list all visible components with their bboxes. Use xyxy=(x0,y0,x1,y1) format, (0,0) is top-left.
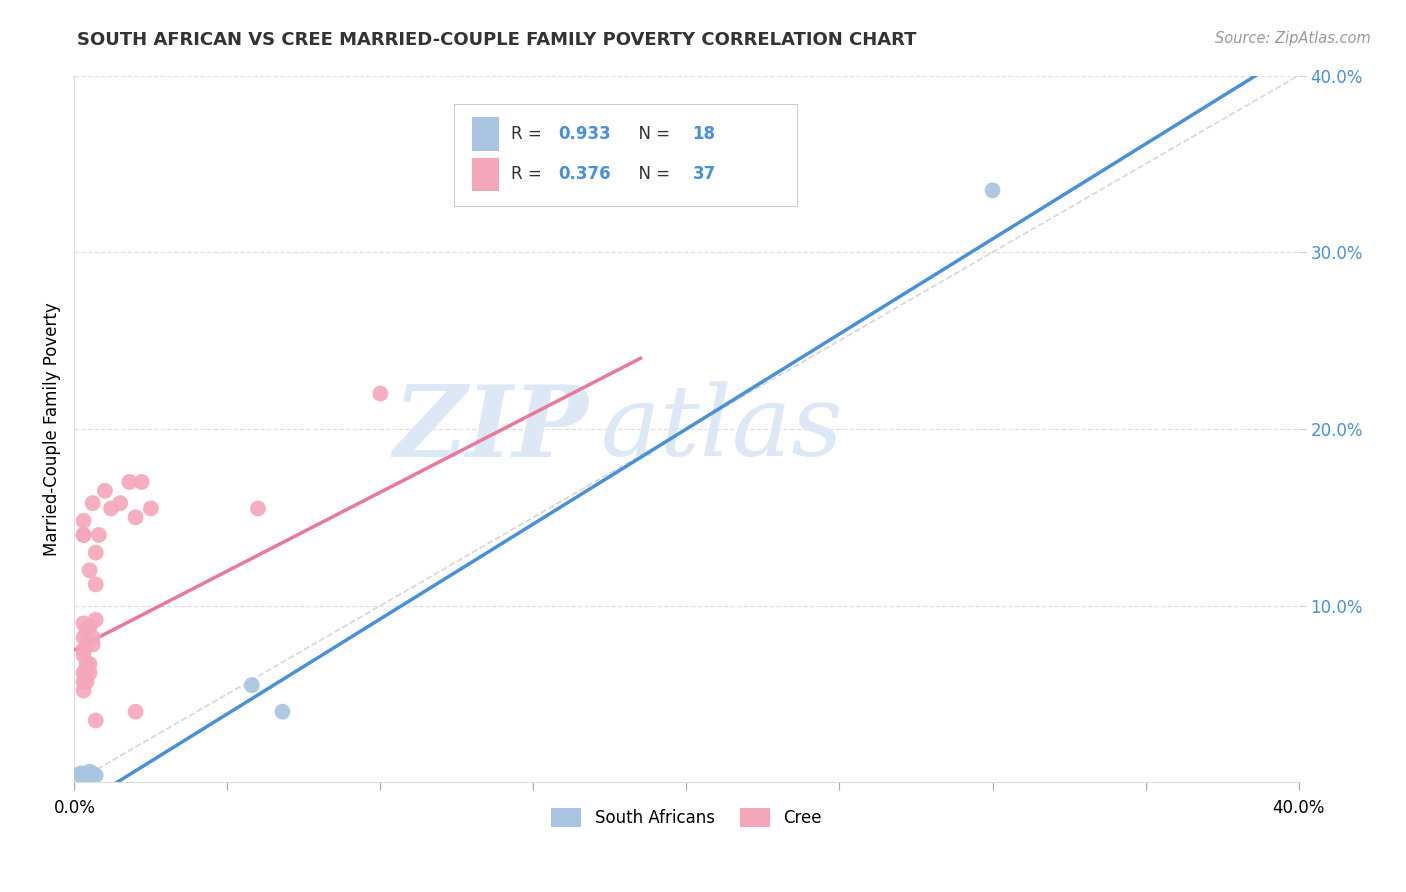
Text: 0.933: 0.933 xyxy=(558,125,610,144)
Point xyxy=(79,770,101,784)
Point xyxy=(370,386,392,401)
Point xyxy=(110,496,132,510)
Point xyxy=(76,638,98,652)
Point xyxy=(69,766,91,780)
Point xyxy=(87,528,110,542)
Point xyxy=(246,501,269,516)
Point xyxy=(79,768,101,782)
Point xyxy=(84,768,107,782)
Point xyxy=(72,642,94,657)
Point xyxy=(72,772,94,786)
Point xyxy=(240,678,263,692)
Point xyxy=(76,674,98,689)
Point xyxy=(72,528,94,542)
Point xyxy=(84,546,107,560)
Point xyxy=(72,631,94,645)
Point xyxy=(72,772,94,786)
Point xyxy=(79,764,101,779)
FancyBboxPatch shape xyxy=(454,103,797,206)
Text: ZIP: ZIP xyxy=(394,381,589,477)
Point xyxy=(72,773,94,788)
Point xyxy=(72,770,94,784)
Point xyxy=(82,496,104,510)
Point xyxy=(72,665,94,680)
Point xyxy=(72,766,94,780)
Point xyxy=(72,514,94,528)
Point xyxy=(76,768,98,782)
Point xyxy=(72,683,94,698)
Point xyxy=(84,714,107,728)
Point xyxy=(79,657,101,671)
Point xyxy=(79,770,101,784)
Point xyxy=(118,475,141,489)
Point xyxy=(100,501,122,516)
Point xyxy=(76,657,98,671)
Text: 0.376: 0.376 xyxy=(558,166,610,184)
FancyBboxPatch shape xyxy=(472,117,499,151)
Point xyxy=(94,483,117,498)
Text: R =: R = xyxy=(512,166,547,184)
Point xyxy=(981,183,1004,197)
Text: atlas: atlas xyxy=(600,381,844,476)
Point xyxy=(84,613,107,627)
Text: SOUTH AFRICAN VS CREE MARRIED-COUPLE FAMILY POVERTY CORRELATION CHART: SOUTH AFRICAN VS CREE MARRIED-COUPLE FAM… xyxy=(77,31,917,49)
Point xyxy=(139,501,162,516)
Point xyxy=(76,770,98,784)
Point xyxy=(76,770,98,784)
Point xyxy=(131,475,153,489)
Text: 18: 18 xyxy=(693,125,716,144)
Point xyxy=(79,620,101,634)
Point xyxy=(124,705,146,719)
Point xyxy=(79,665,101,680)
FancyBboxPatch shape xyxy=(472,158,499,192)
Point xyxy=(79,563,101,577)
Y-axis label: Married-Couple Family Poverty: Married-Couple Family Poverty xyxy=(44,302,60,556)
Point xyxy=(82,631,104,645)
Point xyxy=(72,648,94,662)
Point xyxy=(82,766,104,780)
Point xyxy=(72,616,94,631)
Text: N =: N = xyxy=(627,166,675,184)
Point xyxy=(271,705,294,719)
Point xyxy=(72,528,94,542)
Point xyxy=(82,638,104,652)
Point xyxy=(76,624,98,638)
Legend: South Africans, Cree: South Africans, Cree xyxy=(544,802,828,834)
Text: Source: ZipAtlas.com: Source: ZipAtlas.com xyxy=(1215,31,1371,46)
Point xyxy=(76,665,98,680)
Point xyxy=(124,510,146,524)
Point xyxy=(79,770,101,784)
Text: R =: R = xyxy=(512,125,547,144)
Point xyxy=(72,674,94,689)
Text: N =: N = xyxy=(627,125,675,144)
Text: 37: 37 xyxy=(693,166,716,184)
Point xyxy=(84,577,107,591)
